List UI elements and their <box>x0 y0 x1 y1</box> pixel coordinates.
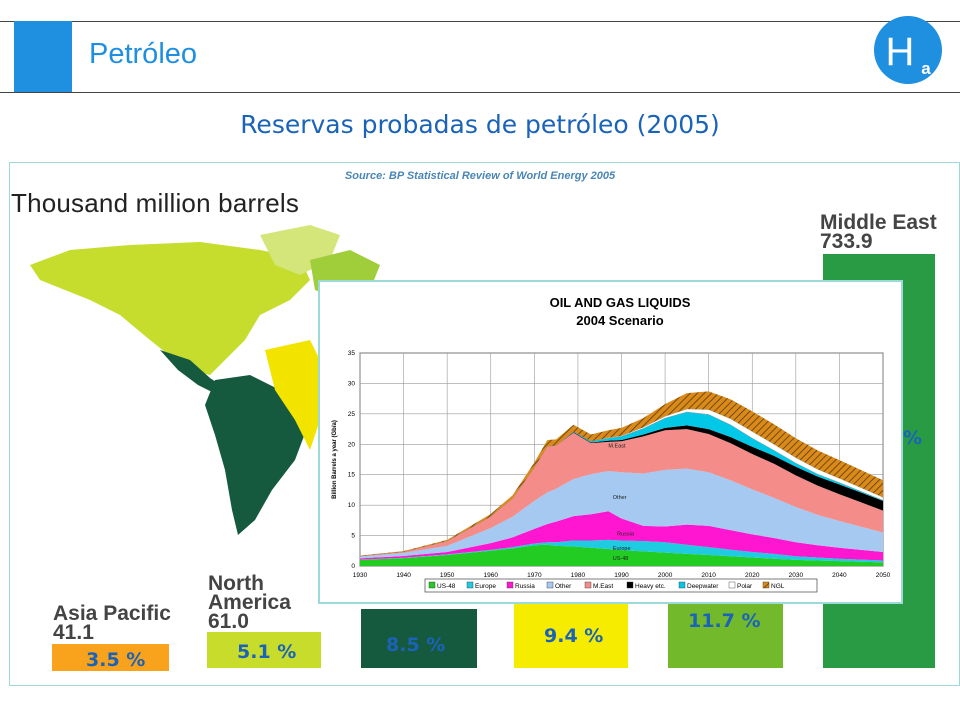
legend-label: Russia <box>515 583 535 590</box>
pct-middle-east: % <box>903 427 923 449</box>
x-tick-label: 1990 <box>614 572 629 579</box>
legend-label: Deepwater <box>687 583 719 590</box>
bar-south-america <box>361 609 477 668</box>
x-tick-label: 1930 <box>353 572 368 579</box>
x-tick-label: 2050 <box>876 572 891 579</box>
legend-label: Europe <box>475 583 496 590</box>
region-value-asia-pacific: 41.1 <box>53 621 94 644</box>
slide-subtitle: Reservas probadas de petróleo (2005) <box>240 110 720 139</box>
map-south-america <box>205 375 310 535</box>
x-tick-label: 1970 <box>527 572 542 579</box>
bar-asia-pacific <box>52 644 169 671</box>
pct-south-america: 8.5 % <box>386 634 446 656</box>
legend-swatch <box>506 581 514 589</box>
pct-africa: 9.4 % <box>544 625 604 647</box>
area-series-m-east <box>360 429 883 557</box>
inset-chart: OIL AND GAS LIQUIDS 2004 Scenario 1930 1940… <box>332 295 891 593</box>
area-series-other <box>360 468 883 559</box>
logo-icon: H a <box>874 16 942 84</box>
legend-swatch <box>546 581 554 589</box>
y-tick-label: 15 <box>348 472 356 479</box>
legend-label: NGL <box>771 583 785 590</box>
x-tick-label: 2030 <box>789 572 804 579</box>
y-tick-label: 20 <box>348 441 356 448</box>
x-tick-label: 1980 <box>571 572 586 579</box>
y-tick-label: 5 <box>351 533 355 540</box>
y-tick-label: 25 <box>348 411 356 418</box>
unit-label: Thousand million barrels <box>11 188 300 218</box>
y-tick-label: 0 <box>351 563 355 570</box>
area-annotation: M.East <box>608 443 626 449</box>
x-tick-label: 2000 <box>658 572 673 579</box>
legend-label: Other <box>555 583 572 590</box>
y-tick-label: 10 <box>348 502 356 509</box>
x-tick-label: 1960 <box>484 572 499 579</box>
legend-label: Heavy etc. <box>635 583 666 590</box>
region-value-north-america: 61.0 <box>208 610 249 633</box>
logo-sub-letter: a <box>921 59 931 78</box>
x-tick-label: 1950 <box>440 572 455 579</box>
legend-swatch <box>728 581 736 589</box>
legend-label: Polar <box>737 583 753 590</box>
logo-letter: H <box>886 30 915 74</box>
region-label-middle-east: Middle East <box>820 211 937 234</box>
legend-swatch <box>678 581 686 589</box>
y-axis-label: Billion Barrels a year (Gb/a) <box>332 420 338 499</box>
y-tick-label: 30 <box>348 380 356 387</box>
area-annotation: Other <box>613 495 627 501</box>
legend-swatch <box>428 581 436 589</box>
y-tick-label: 35 <box>348 350 356 357</box>
pct-europe-eurasia: 11.7 % <box>688 610 761 632</box>
area-annotation: Europe <box>613 546 631 552</box>
area-series-us-48 <box>360 544 883 566</box>
legend-box <box>424 578 818 593</box>
map-africa <box>265 340 325 450</box>
source-note: Source: BP Statistical Review of World E… <box>344 170 616 182</box>
header-accent-block <box>14 21 72 92</box>
x-tick-label: 2040 <box>832 572 847 579</box>
region-value-middle-east: 733.9 <box>820 230 873 253</box>
legend-swatch <box>762 581 770 589</box>
bar-north-america <box>207 632 321 668</box>
area-annotation: US-48 <box>613 556 629 562</box>
map-central-america <box>160 350 225 395</box>
pct-north-america: 5.1 % <box>237 641 297 663</box>
map-north-america <box>30 242 310 375</box>
inset-subtitle: 2004 Scenario <box>576 313 664 328</box>
x-tick-label: 2010 <box>701 572 716 579</box>
page-title: Petróleo <box>89 38 198 70</box>
bar-africa <box>514 600 628 668</box>
header-top-rule <box>0 21 960 22</box>
inset-chart-frame: OIL AND GAS LIQUIDS 2004 Scenario 1930 1940… <box>318 280 903 604</box>
region-label-north-america: North America <box>208 572 291 614</box>
pct-asia-pacific: 3.5 % <box>86 649 146 671</box>
region-label-asia-pacific: Asia Pacific <box>53 602 171 625</box>
x-tick-label: 2020 <box>745 572 760 579</box>
inset-title: OIL AND GAS LIQUIDS <box>550 295 691 310</box>
legend-swatch <box>466 581 474 589</box>
area-series-ngl <box>360 391 883 556</box>
legend-label: US-48 <box>437 583 456 590</box>
legend-swatch <box>584 581 592 589</box>
x-tick-label: 1940 <box>396 572 411 579</box>
area-series-russia <box>360 511 883 561</box>
legend-label: M.East <box>593 583 613 590</box>
area-series-europe <box>360 539 883 563</box>
legend-swatch <box>626 581 634 589</box>
area-annotation: Russia <box>617 532 635 538</box>
area-series-polar <box>359 408 884 557</box>
header-bottom-rule <box>0 92 960 93</box>
